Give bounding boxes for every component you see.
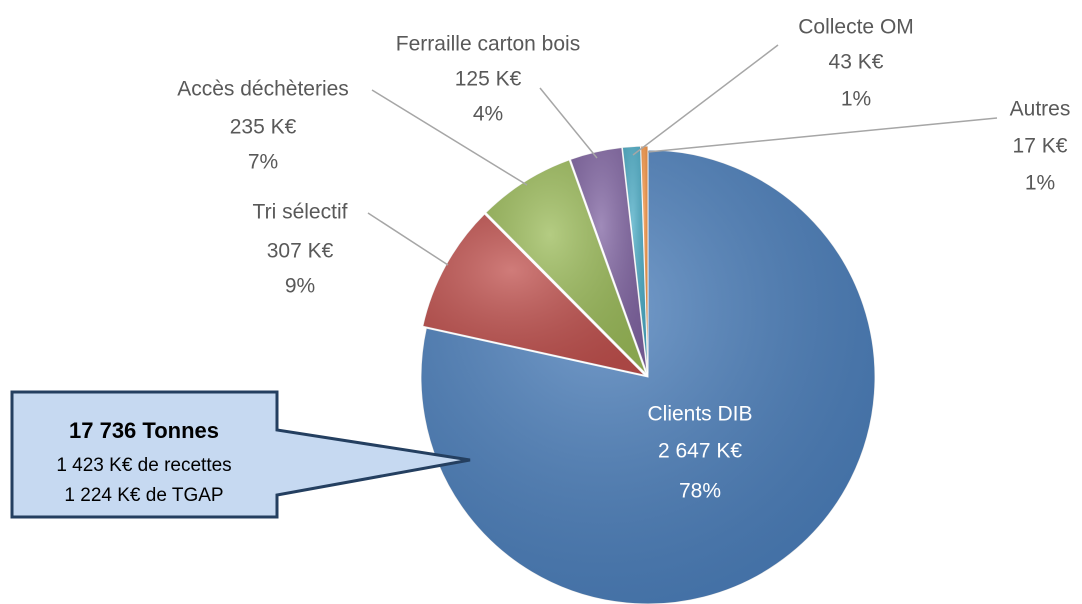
leader-line	[539, 87, 598, 159]
percent-label: 9%	[285, 275, 315, 298]
pie	[420, 145, 876, 604]
percent-label: 4%	[473, 103, 503, 126]
leader-line	[647, 117, 998, 153]
slice-shade	[422, 214, 645, 376]
category-label: Autres	[1010, 98, 1071, 121]
percent-label: 7%	[248, 151, 278, 174]
annotation-line: 1 423 K€ de recettes	[56, 455, 231, 476]
leader-line	[632, 44, 779, 156]
category-label: Clients DIB	[647, 403, 752, 426]
category-label: Ferraille carton bois	[396, 33, 580, 56]
value-label: 307 K€	[267, 240, 334, 263]
leader-line	[367, 212, 449, 266]
slice-shade	[421, 150, 875, 604]
category-label: Tri sélectif	[253, 201, 348, 224]
callout-box	[10, 390, 471, 519]
value-label: 2 647 K€	[658, 440, 742, 463]
annotation-line: 1 224 K€ de TGAP	[64, 485, 223, 506]
value-label: 43 K€	[829, 51, 884, 74]
value-label: 125 K€	[455, 68, 522, 91]
leader-line	[371, 89, 528, 186]
percent-label: 1%	[1025, 172, 1055, 195]
slice-shade	[570, 147, 648, 374]
annotation-title: 17 736 Tonnes	[69, 418, 219, 443]
slice-shade	[622, 146, 648, 374]
category-label: Collecte OM	[798, 16, 914, 39]
percent-label: 78%	[679, 480, 721, 503]
slice-shade	[485, 159, 646, 374]
percent-label: 1%	[841, 88, 871, 111]
labels: Clients DIB 2 647 K€ 78% Tri sélectif 307 K€…	[177, 16, 1070, 503]
category-label: Accès déchèteries	[177, 78, 349, 101]
value-label: 17 K€	[1013, 135, 1068, 158]
value-label: 235 K€	[230, 116, 297, 139]
slice-shade	[640, 146, 648, 374]
